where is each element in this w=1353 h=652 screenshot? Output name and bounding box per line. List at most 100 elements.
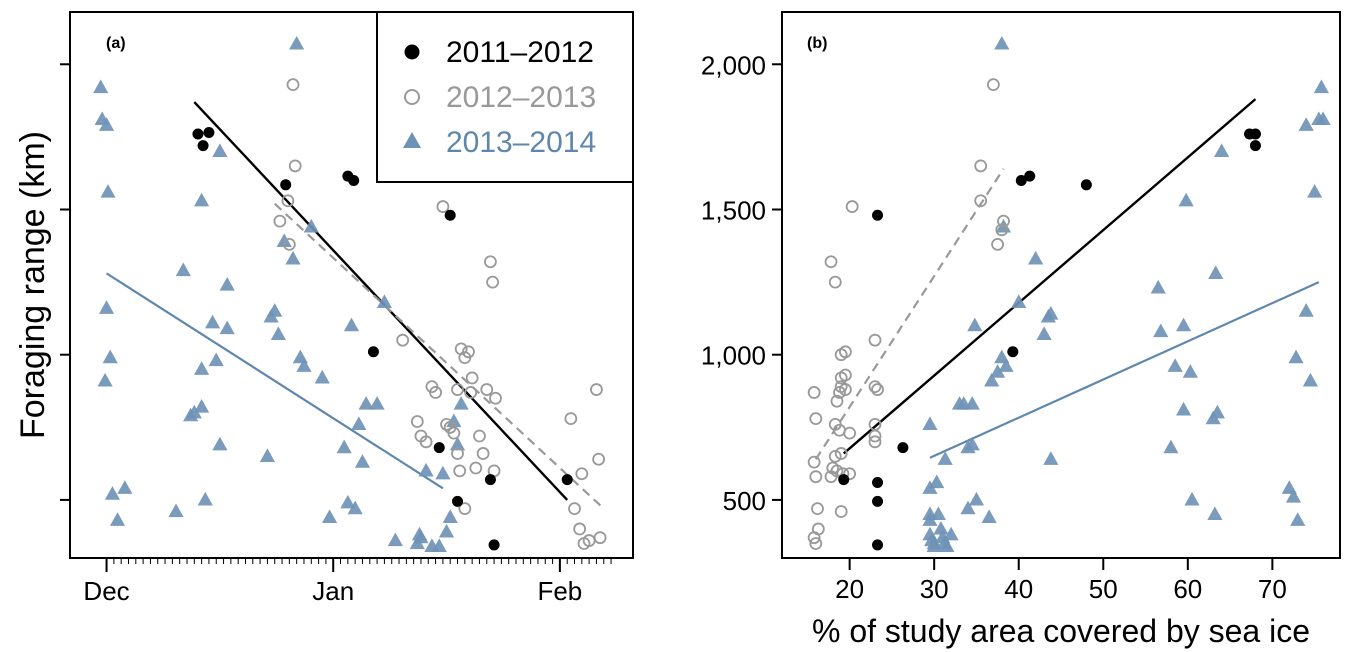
data-point-20132014-36: [336, 439, 352, 454]
data-point-20132014-41: [1175, 401, 1192, 416]
data-point-20132014-49: [1209, 404, 1226, 419]
data-point-20132014-31: [292, 349, 308, 364]
panel-a-y-ticks: [60, 63, 70, 501]
data-point-20122013-29: [843, 467, 857, 481]
x-tick-label-60: 60: [1173, 574, 1202, 604]
data-point-20132014-32: [296, 358, 312, 372]
data-point-20132014-52: [1285, 489, 1302, 503]
data-point-20122013-0: [807, 386, 821, 399]
data-point-20132014-38: [1153, 323, 1169, 338]
y-tick-label-500: 500: [723, 486, 766, 516]
data-point-20132014-47: [1207, 506, 1223, 521]
data-point-20122013-12: [440, 418, 453, 431]
data-point-20122013-35: [868, 435, 882, 449]
data-point-20122013-6: [809, 537, 823, 550]
data-point-20122013-18: [462, 345, 475, 359]
data-point-20112012-8: [444, 209, 456, 221]
data-point-20132014-32: [1028, 250, 1044, 265]
data-point-20122013-9: [828, 275, 842, 289]
data-point-20132014-40: [1167, 358, 1183, 372]
panel-a-frame: [69, 11, 634, 559]
data-point-20122013-30: [489, 391, 502, 405]
data-point-20132014-27: [270, 326, 286, 340]
trend-line-20132014: [929, 281, 1320, 459]
legend-label-2011-2012: 2011–2012: [446, 36, 594, 69]
data-point-20122013-20: [464, 386, 478, 399]
data-point-20132014-51: [431, 538, 447, 552]
panel-b-x-axis-title: % of study area covered by sea ice: [812, 613, 1310, 649]
data-point-20122013-25: [473, 429, 486, 443]
data-point-20112012-7: [1015, 174, 1027, 186]
data-point-20122013-30: [868, 333, 882, 347]
legend-marker-2013-2014: [403, 132, 421, 148]
data-point-20132014-45: [387, 532, 403, 547]
x-tick-label-Dec: Dec: [83, 576, 129, 606]
legend-label-2012-2013: 2012–2013: [446, 81, 596, 114]
data-point-20112012-2: [203, 127, 215, 139]
panel-a-x-axis: Dec Jan Feb: [83, 558, 612, 606]
data-point-20122013-23: [458, 502, 472, 516]
data-point-20112012-2: [872, 476, 884, 488]
data-point-20122013-26: [834, 505, 848, 518]
data-point-20122013-40: [995, 223, 1009, 237]
data-point-20132014-37: [1150, 279, 1166, 294]
data-point-20122013-27: [480, 383, 494, 396]
data-point-20112012-5: [348, 174, 360, 186]
data-point-20112012-7: [433, 442, 445, 454]
data-point-20122013-34: [573, 522, 587, 536]
data-point-20122013-36: [974, 159, 988, 173]
data-point-20122013-39: [991, 237, 1004, 251]
data-point-20132014-22: [219, 320, 235, 335]
data-point-20132014-25: [984, 372, 1000, 387]
data-point-20122013-38: [986, 78, 1000, 92]
data-point-20122013-14: [447, 426, 461, 440]
data-point-20132014-56: [1298, 117, 1314, 131]
data-point-20122013-24: [469, 461, 483, 475]
data-point-20132014-60: [1313, 79, 1329, 94]
data-point-20122013-1: [809, 412, 823, 425]
data-point-20132014-58: [1307, 184, 1323, 198]
data-point-20132014-34: [314, 369, 330, 384]
data-point-20132014-18: [204, 314, 221, 329]
x-tick-label-20: 20: [835, 574, 864, 604]
y-tick-label-1000: 1,000: [701, 341, 766, 371]
data-point-20122013-5: [396, 333, 410, 347]
data-point-20112012-4: [872, 539, 884, 551]
data-point-20132014-15: [943, 526, 959, 541]
data-point-20132014-48: [1208, 265, 1224, 279]
data-point-20132014-43: [1178, 192, 1194, 207]
data-point-20132014-29: [285, 250, 301, 265]
data-point-20132014-36: [1043, 451, 1059, 465]
data-point-20132014-30: [289, 35, 305, 50]
data-point-20122013-16: [833, 386, 846, 399]
data-point-20112012-6: [367, 346, 379, 358]
data-point-20122013-28: [484, 255, 497, 269]
data-point-20132014-3: [100, 184, 116, 198]
data-point-20112012-1: [872, 209, 884, 221]
data-point-20132014-23: [219, 277, 235, 291]
data-point-20132014-54: [442, 509, 458, 523]
panel-b-points: [807, 35, 1331, 552]
data-point-20132014-55: [1298, 303, 1314, 317]
data-point-20122013-6: [410, 415, 424, 428]
data-point-20132014-27: [994, 35, 1010, 50]
data-point-20132014-3: [922, 512, 938, 526]
trend-line-20132014: [105, 272, 444, 490]
data-point-20112012-0: [192, 128, 204, 140]
data-point-20112012-10: [484, 474, 496, 486]
data-point-20132014-54: [1290, 512, 1306, 526]
data-point-20122013-21: [828, 449, 842, 463]
panel-b-label: (b): [807, 35, 827, 52]
data-point-20122013-38: [590, 383, 603, 396]
data-point-20112012-3: [872, 495, 884, 507]
data-point-20122013-29: [486, 275, 500, 289]
trend-line-20122013: [273, 202, 605, 510]
data-point-20112012-9: [452, 495, 464, 507]
data-point-20132014-30: [998, 358, 1014, 372]
data-point-20122013-17: [830, 394, 844, 408]
data-point-20112012-5: [897, 442, 909, 454]
data-point-20132014-8: [929, 474, 945, 489]
x-tick-label-70: 70: [1258, 574, 1287, 604]
data-point-20122013-10: [429, 386, 442, 399]
